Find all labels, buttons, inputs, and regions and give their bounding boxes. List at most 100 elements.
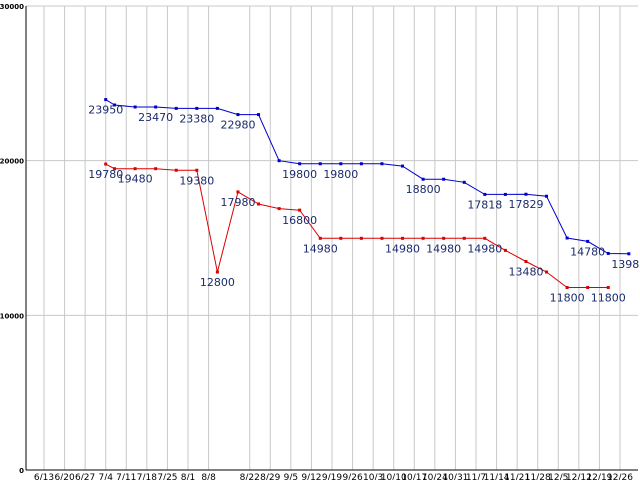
data-label: 19380: [179, 174, 214, 187]
y-tick-label: 30000: [0, 3, 24, 11]
series-0-point: [277, 159, 281, 163]
series-1-point: [339, 236, 343, 240]
x-axis-tick-labels: 6/13 6/20 6/27 7/4 7/11 7/18 7/25 8/1 8/8 8/22 8/2…: [34, 473, 633, 480]
series-0-point: [318, 162, 322, 166]
series-1-point: [401, 236, 405, 240]
series-1-point: [483, 236, 487, 240]
x-tick-label: 10/17: [401, 473, 427, 480]
series-0-point: [359, 162, 363, 166]
series-0-point: [104, 98, 108, 102]
x-tick-label: 7/4: [98, 473, 113, 480]
series-1-point: [524, 260, 528, 264]
series-1-point: [277, 207, 281, 211]
series-1-point: [113, 167, 117, 171]
x-tick-label: 10/3: [363, 473, 383, 480]
data-label: 18800: [406, 183, 441, 196]
series-0-point: [627, 252, 631, 256]
series-0-point: [380, 162, 384, 166]
x-tick-label: 9/19: [322, 473, 342, 480]
series-0-point: [565, 236, 569, 240]
series-0-point: [133, 105, 137, 109]
series-1-point: [257, 202, 261, 206]
data-label: 17980: [220, 196, 255, 209]
y-axis-tick-labels: 0 10000 20000 30000: [0, 3, 24, 475]
series-1-point: [359, 236, 363, 240]
data-label: 19800: [323, 168, 358, 181]
x-tick-label: 9/5: [284, 473, 298, 480]
x-tick-label: 12/19: [586, 473, 612, 480]
data-label: 17829: [508, 198, 543, 211]
x-tick-label: 6/20: [54, 473, 74, 480]
x-tick-label: 7/25: [157, 473, 177, 480]
data-label: 14980: [426, 242, 461, 255]
series-1-point: [545, 270, 549, 274]
x-tick-label: 10/10: [381, 473, 407, 480]
data-label: 14780: [570, 245, 605, 258]
x-tick-label: 8/22: [240, 473, 260, 480]
series-0-point: [339, 162, 343, 166]
series-1-point: [421, 236, 425, 240]
data-label: 22980: [220, 119, 255, 132]
data-label: 19800: [282, 168, 317, 181]
x-tick-label: 11/14: [484, 473, 510, 480]
data-label: 11800: [591, 291, 626, 304]
series-0-point: [586, 239, 590, 243]
x-tick-label: 6/27: [75, 473, 95, 480]
data-label: 14980: [467, 242, 502, 255]
x-tick-label: 12/12: [566, 473, 592, 480]
x-tick-label: 10/31: [442, 473, 468, 480]
x-tick-label: 8/1: [181, 473, 195, 480]
data-label: 17818: [467, 198, 502, 211]
series-0-point: [195, 106, 199, 110]
series-0-point: [257, 113, 261, 117]
x-tick-label: 11/7: [466, 473, 486, 480]
series-0-point: [503, 192, 507, 196]
x-tick-label: 7/11: [116, 473, 136, 480]
y-tick-label: 10000: [0, 312, 24, 320]
data-label: 16800: [282, 214, 317, 227]
series-0-point: [421, 177, 425, 181]
series-0-point: [154, 105, 158, 109]
series-1-point: [298, 208, 302, 212]
series-0-point: [174, 106, 178, 110]
series-1-line: [105, 163, 609, 288]
series-1-point: [503, 248, 507, 252]
series-1-point: [174, 168, 178, 172]
data-label: 23380: [179, 112, 214, 125]
series-0-point: [545, 194, 549, 198]
series-0-point: [483, 192, 487, 196]
data-labels: 23950 23470 23380 22980 19800 19800 18800 17818…: [88, 104, 640, 305]
x-tick-label: 11/21: [504, 473, 530, 480]
x-tick-label: 11/28: [525, 473, 551, 480]
x-tick-label: 10/24: [422, 473, 448, 480]
x-tick-label: 9/12: [301, 473, 321, 480]
series-1-point: [586, 285, 590, 289]
series-1-point: [380, 236, 384, 240]
series-1-point: [104, 162, 108, 166]
series-0-point: [524, 192, 528, 196]
series-lines: [104, 98, 631, 289]
y-tick-label: 0: [19, 467, 24, 475]
data-label: 11800: [550, 291, 585, 304]
series-1-point: [236, 190, 240, 194]
data-label: 14980: [385, 242, 420, 255]
data-label: 23470: [138, 111, 173, 124]
x-tick-label: 7/18: [137, 473, 157, 480]
series-1-point: [606, 285, 610, 289]
data-label: 12800: [200, 276, 235, 289]
data-label: 19480: [118, 173, 153, 186]
axes: [25, 6, 638, 471]
series-0-point: [113, 103, 117, 107]
series-1-point: [133, 167, 137, 171]
series-1-point: [215, 270, 219, 274]
y-tick-label: 20000: [0, 158, 24, 166]
series-1-point: [442, 236, 446, 240]
series-1-point: [318, 236, 322, 240]
series-1-point: [154, 167, 158, 171]
series-0-point: [401, 164, 405, 168]
data-label: 14980: [303, 242, 338, 255]
series-1-point: [565, 285, 569, 289]
x-tick-label: 12/5: [548, 473, 568, 480]
series-1-point: [462, 236, 466, 240]
